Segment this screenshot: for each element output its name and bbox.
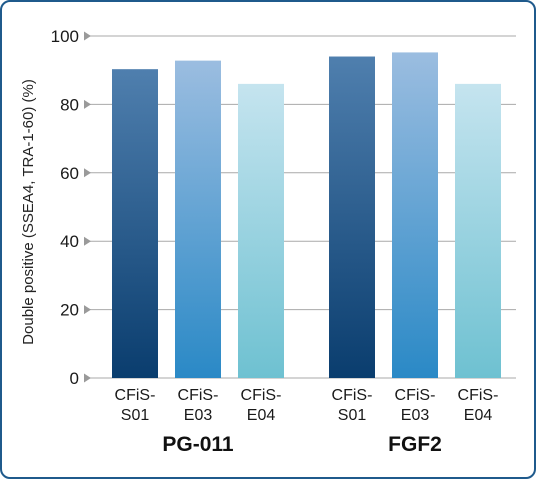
tick-marker bbox=[84, 373, 91, 383]
category-label: S01 bbox=[338, 407, 367, 424]
category-label: CFiS- bbox=[178, 387, 219, 404]
category-label: E03 bbox=[184, 407, 213, 424]
category-label: CFiS- bbox=[458, 387, 499, 404]
category-label: CFiS- bbox=[395, 387, 436, 404]
bars bbox=[112, 52, 501, 379]
category-label: CFiS- bbox=[332, 387, 373, 404]
bar-pg-011-e03 bbox=[175, 60, 221, 379]
tick-marker bbox=[84, 99, 91, 109]
category-label: E03 bbox=[401, 407, 430, 424]
category-label: S01 bbox=[121, 407, 150, 424]
category-label: E04 bbox=[464, 407, 493, 424]
group-label: FGF2 bbox=[388, 433, 442, 456]
tick-marker bbox=[84, 236, 91, 246]
y-tick-label: 40 bbox=[60, 232, 79, 251]
group-label: PG-011 bbox=[162, 433, 234, 456]
bar-fgf2-e03 bbox=[392, 52, 438, 378]
y-ticks: 0 20 40 60 80 100 bbox=[51, 27, 91, 388]
tick-marker bbox=[84, 31, 91, 41]
y-axis-label: Double positive (SSEA4, TRA-1-60) (%) bbox=[20, 79, 37, 345]
y-tick-label: 0 bbox=[70, 369, 79, 388]
gridlines bbox=[88, 35, 516, 379]
y-tick-label: 60 bbox=[60, 164, 79, 183]
category-label: CFiS- bbox=[241, 387, 282, 404]
bar-fgf2-s01 bbox=[329, 56, 375, 379]
bar-pg-011-e04 bbox=[238, 83, 284, 378]
category-labels: CFiS- S01 CFiS- E03 CFiS- E04 PG-011 CFiS- S01 CF… bbox=[115, 387, 499, 456]
tick-marker bbox=[84, 305, 91, 315]
category-label: E04 bbox=[247, 407, 276, 424]
bar-pg-011-s01 bbox=[112, 69, 158, 378]
bar-fgf2-e04 bbox=[455, 83, 501, 378]
y-tick-label: 80 bbox=[60, 95, 79, 114]
y-tick-label: 20 bbox=[60, 301, 79, 320]
category-label: CFiS- bbox=[115, 387, 156, 404]
y-tick-label: 100 bbox=[51, 27, 79, 46]
tick-marker bbox=[84, 168, 91, 178]
